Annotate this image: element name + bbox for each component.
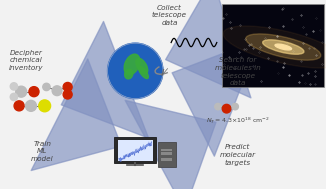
FancyBboxPatch shape (222, 4, 324, 87)
Ellipse shape (263, 40, 304, 54)
Ellipse shape (223, 26, 326, 68)
Text: Search for
molecules in
telescope
data: Search for molecules in telescope data (215, 57, 261, 86)
FancyBboxPatch shape (161, 158, 172, 161)
Ellipse shape (52, 86, 62, 96)
Ellipse shape (39, 100, 51, 112)
Ellipse shape (10, 93, 18, 101)
Ellipse shape (215, 103, 221, 110)
Ellipse shape (10, 83, 18, 90)
FancyBboxPatch shape (161, 152, 172, 155)
Text: Train
ML
model: Train ML model (31, 141, 54, 162)
Ellipse shape (246, 34, 321, 60)
Ellipse shape (108, 43, 163, 99)
Text: Collect
telescope
data: Collect telescope data (152, 5, 187, 26)
Ellipse shape (14, 101, 24, 111)
Text: Predict
molecular
targets: Predict molecular targets (220, 144, 256, 166)
Ellipse shape (139, 66, 148, 79)
Ellipse shape (136, 58, 148, 74)
Ellipse shape (125, 69, 133, 79)
Ellipse shape (222, 104, 231, 113)
FancyBboxPatch shape (161, 149, 172, 151)
FancyBboxPatch shape (158, 142, 176, 167)
FancyBboxPatch shape (118, 140, 153, 161)
Ellipse shape (29, 87, 39, 97)
Ellipse shape (16, 86, 27, 97)
FancyBboxPatch shape (114, 137, 156, 163)
Ellipse shape (275, 44, 291, 50)
Ellipse shape (25, 100, 37, 111)
Ellipse shape (63, 90, 72, 99)
Ellipse shape (232, 103, 238, 110)
Text: $N_T = 4.3{\times}10^{18}\ \mathrm{cm^{-2}}$: $N_T = 4.3{\times}10^{18}\ \mathrm{cm^{-… (206, 116, 270, 126)
Text: Decipher
chemical
inventory: Decipher chemical inventory (9, 50, 43, 71)
Ellipse shape (124, 54, 140, 75)
Ellipse shape (43, 83, 50, 91)
Ellipse shape (63, 82, 72, 91)
